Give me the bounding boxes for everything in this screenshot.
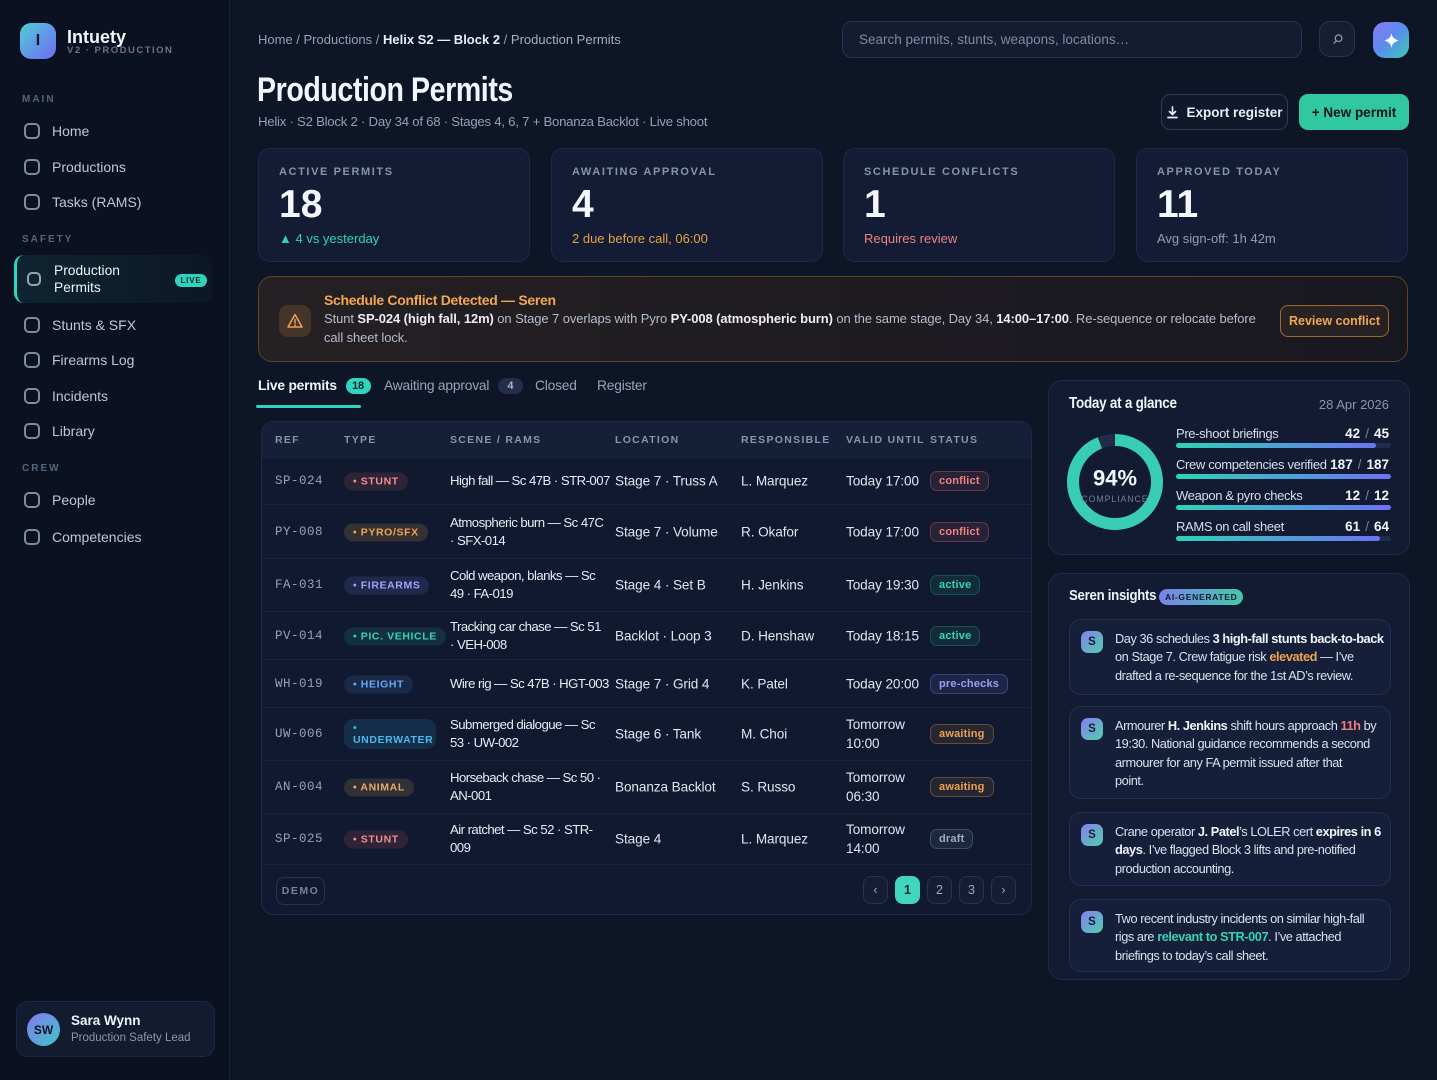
svg-text:COMPLIANCE: COMPLIANCE <box>1081 494 1148 504</box>
svg-text:94%: 94% <box>1093 466 1137 491</box>
